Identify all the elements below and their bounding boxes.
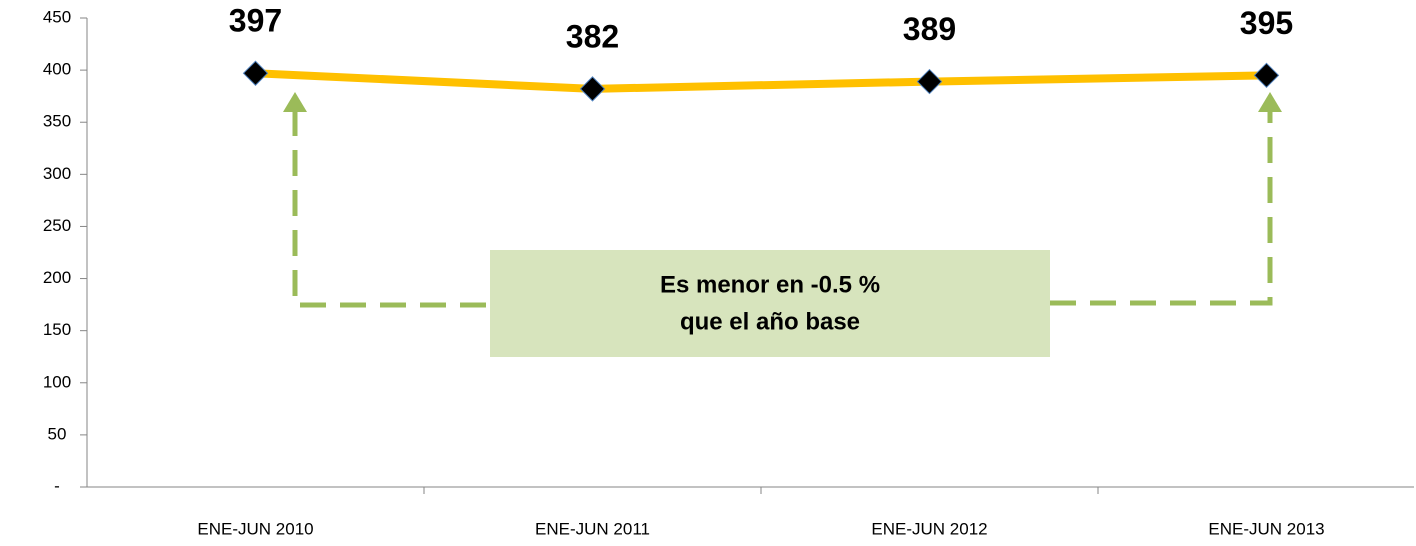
y-tick-label: 300 bbox=[43, 164, 71, 183]
x-tick-label: ENE-JUN 2012 bbox=[871, 519, 987, 538]
y-tick-label: 50 bbox=[48, 424, 67, 443]
annotation-text: que el año base bbox=[680, 308, 860, 335]
y-tick-label: 200 bbox=[43, 268, 71, 287]
dashed-connector bbox=[1050, 110, 1273, 306]
x-tick-label: ENE-JUN 2010 bbox=[197, 519, 313, 538]
marker bbox=[242, 60, 269, 86]
marker bbox=[579, 76, 606, 102]
y-tick-label: 100 bbox=[43, 372, 71, 391]
marker bbox=[916, 68, 943, 95]
annotation-box bbox=[490, 250, 1050, 357]
marker bbox=[1253, 62, 1280, 89]
arrow-head bbox=[1258, 92, 1282, 112]
arrow-head bbox=[283, 92, 307, 112]
x-tick-label: ENE-JUN 2013 bbox=[1208, 519, 1324, 538]
y-tick-label: 150 bbox=[43, 320, 71, 339]
value-label: 395 bbox=[1240, 5, 1293, 41]
y-tick-label: 350 bbox=[43, 112, 71, 131]
annotation-text: Es menor en -0.5 % bbox=[660, 271, 880, 298]
value-label: 397 bbox=[229, 3, 282, 39]
value-label: 389 bbox=[903, 11, 956, 47]
y-tick-label: 450 bbox=[43, 7, 71, 26]
value-label: 382 bbox=[566, 18, 619, 54]
x-tick-label: ENE-JUN 2011 bbox=[535, 519, 650, 538]
y-tick-label: 250 bbox=[43, 216, 71, 235]
series-line bbox=[255, 69, 1267, 93]
annotation-arrows bbox=[292, 110, 1273, 308]
y-tick-label: 400 bbox=[43, 60, 71, 79]
y-tick-label: - bbox=[54, 476, 60, 495]
dashed-connector bbox=[292, 110, 490, 308]
